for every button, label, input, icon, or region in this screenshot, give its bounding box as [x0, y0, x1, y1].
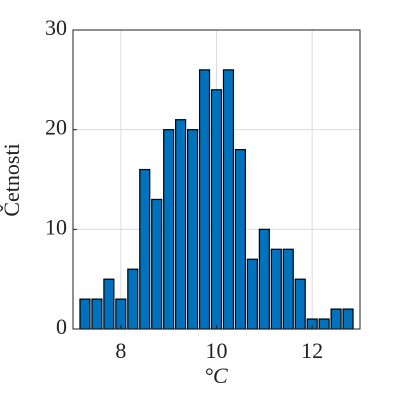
bar: [127, 268, 139, 330]
bar: [79, 298, 91, 330]
y-tick-label: 0: [56, 314, 67, 339]
x-tick-label: 12: [301, 338, 323, 363]
bar: [282, 248, 294, 330]
bar: [91, 298, 103, 330]
bar: [163, 129, 175, 330]
bar: [246, 258, 258, 330]
bar: [151, 198, 163, 330]
bar: [234, 149, 246, 330]
y-axis-label: Četnosti: [0, 143, 24, 216]
x-tick-label: 8: [115, 338, 126, 363]
bar: [342, 308, 354, 330]
bar: [139, 168, 151, 330]
bar: [318, 318, 330, 330]
bar: [175, 119, 187, 330]
bar: [270, 248, 282, 330]
bar: [210, 89, 223, 330]
y-tick-label: 20: [45, 115, 67, 140]
bar: [258, 228, 270, 330]
bar: [103, 278, 115, 330]
y-tick-label: 30: [45, 15, 67, 40]
bar: [330, 308, 342, 330]
bar: [187, 129, 199, 330]
bar: [115, 298, 127, 330]
bar: [222, 69, 235, 330]
bar: [198, 69, 211, 330]
x-axis-label: °C: [204, 363, 228, 388]
bar: [294, 278, 306, 330]
x-tick-label: 10: [206, 338, 228, 363]
y-tick-label: 10: [45, 214, 67, 239]
